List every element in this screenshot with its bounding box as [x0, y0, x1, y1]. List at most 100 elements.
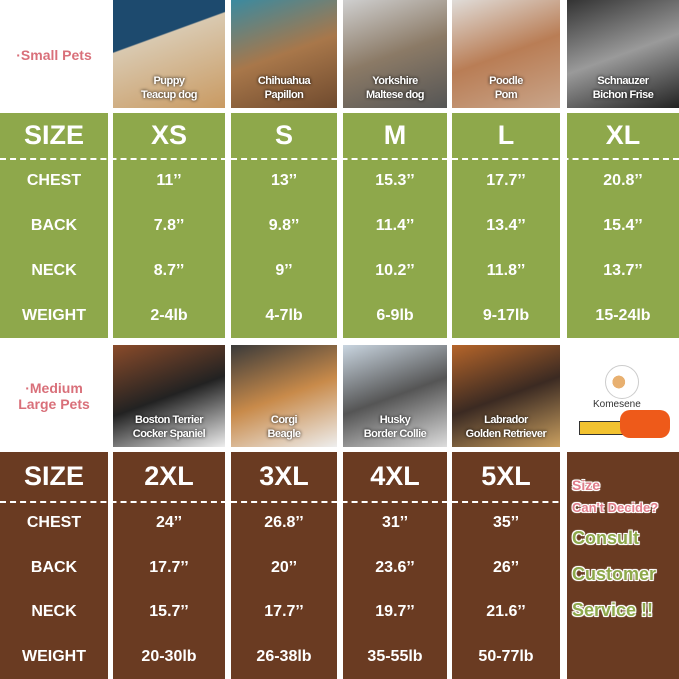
label-line: Large Pets	[18, 396, 90, 412]
measure-value: 20.8’’	[603, 171, 643, 189]
size-column: 4XL 31’’ 23.6’’ 19.7’’ 35-55lb	[343, 452, 447, 679]
breed-name: Chihuahua	[257, 75, 311, 87]
size-column: L 17.7’’ 13.4’’ 11.8’’ 9-17lb	[452, 113, 560, 338]
size-header: 3XL	[259, 461, 309, 491]
measure-value: 9.8’’	[268, 216, 300, 234]
measure-label: NECK	[31, 603, 77, 621]
measure-value: 13’’	[270, 171, 298, 189]
cta-text: Consult	[572, 528, 639, 548]
size-header: SIZE	[23, 461, 84, 491]
size-header: 2XL	[144, 461, 194, 491]
breed-name: Puppy	[153, 75, 185, 87]
size-header: SIZE	[23, 120, 84, 150]
breed-name: Schnauzer	[597, 75, 649, 87]
measure-label: WEIGHT	[22, 647, 86, 665]
size-column: 3XL 26.8’’ 20’’ 17.7’’ 26-38lb	[231, 452, 337, 679]
breed-name: Beagle	[267, 428, 301, 440]
breed-photo: Corgi Beagle	[231, 345, 337, 447]
measure-value: 9-17lb	[482, 306, 530, 324]
measuring-tape-icon	[579, 421, 624, 435]
measure-label: CHEST	[26, 171, 82, 189]
brand-logo: Komesene	[575, 365, 675, 445]
measure-value: 7.8’’	[153, 216, 185, 234]
measure-value: 6-9lb	[376, 306, 414, 324]
brand-name: Komesene	[593, 399, 641, 410]
breed-photo: Yorkshire Maltese dog	[343, 0, 447, 108]
measure-value: 20’’	[270, 558, 298, 576]
breed-name: Bichon Frise	[592, 89, 654, 101]
breed-name: Corgi	[270, 414, 298, 426]
small-pets-label: ·Small Pets	[16, 47, 92, 63]
breed-photo: Poodle Pom	[452, 0, 560, 108]
breed-photo: Puppy Teacup dog	[113, 0, 225, 108]
breed-name: Golden Retriever	[465, 428, 547, 440]
measure-value: 17.7’’	[486, 171, 526, 189]
measure-value: 21.6’’	[486, 603, 526, 621]
size-column: XS 11’’ 7.8’’ 8.7’’ 2-4lb	[113, 113, 225, 338]
breed-photo: Husky Border Collie	[343, 345, 447, 447]
measure-label: BACK	[30, 558, 78, 576]
dashed-divider	[0, 501, 679, 503]
breed-name: Teacup dog	[141, 89, 197, 101]
measure-value: 13.7’’	[603, 261, 643, 279]
size-header: L	[497, 120, 515, 150]
cta-text: Service !!	[572, 600, 654, 620]
measure-value: 26’’	[492, 558, 520, 576]
measure-value: 15.3’’	[375, 171, 415, 189]
tape-reel-icon	[620, 410, 670, 438]
breed-photo: Schnauzer Bichon Frise	[567, 0, 679, 108]
measure-value: 13.4’’	[486, 216, 526, 234]
size-column: 5XL 35’’ 26’’ 21.6’’ 50-77lb	[452, 452, 560, 679]
measure-value: 11’’	[156, 171, 182, 189]
measure-value: 20-30lb	[141, 647, 197, 665]
medium-pets-label: ·Medium Large Pets	[0, 345, 108, 447]
size-header: XS	[150, 120, 188, 150]
measure-value: 2-4lb	[150, 306, 188, 324]
measure-value: 4-7lb	[265, 306, 303, 324]
measure-value: 17.7’’	[264, 603, 304, 621]
breed-name: Papillon	[264, 89, 304, 101]
label-line: ·Medium	[25, 380, 83, 396]
measure-value: 11.8’’	[486, 261, 526, 279]
measure-value: 17.7’’	[149, 558, 189, 576]
cta-panel: Size Can't Decide? Consult Customer Service …	[567, 452, 679, 679]
size-header: S	[274, 120, 293, 150]
measure-value: 8.7’’	[153, 261, 185, 279]
breed-name: Yorkshire	[372, 75, 418, 87]
size-column: XL 20.8’’ 15.4’’ 13.7’’ 15-24lb	[567, 113, 679, 338]
breed-name: Cocker Spaniel	[132, 428, 206, 440]
measure-value: 50-77lb	[478, 647, 534, 665]
breed-photo: Labrador Golden Retriever	[452, 345, 560, 447]
measure-value: 15.4’’	[603, 216, 643, 234]
breed-name: Labrador	[484, 414, 528, 426]
breed-name: Border Collie	[363, 428, 427, 440]
breed-name: Maltese dog	[365, 89, 425, 101]
breed-name: Pom	[494, 89, 518, 101]
measure-value: 15.7’’	[149, 603, 189, 621]
size-header: XL	[605, 120, 641, 150]
measure-value: 11.4’’	[375, 216, 415, 234]
size-column: 2XL 24’’ 17.7’’ 15.7’’ 20-30lb	[113, 452, 225, 679]
measure-value: 9’’	[275, 261, 293, 279]
measure-label: WEIGHT	[22, 306, 86, 324]
breed-name: Husky	[379, 414, 411, 426]
measure-label: CHEST	[26, 514, 82, 532]
measure-value: 26-38lb	[256, 647, 312, 665]
measure-value: 15-24lb	[595, 306, 651, 324]
breed-photo: Chihuahua Papillon	[231, 0, 337, 108]
cta-text: Customer	[572, 564, 657, 584]
size-column: S 13’’ 9.8’’ 9’’ 4-7lb	[231, 113, 337, 338]
size-header: 4XL	[370, 461, 420, 491]
breed-name: Boston Terrier	[135, 414, 203, 426]
measure-value: 31’’	[381, 514, 409, 532]
size-column: M 15.3’’ 11.4’’ 10.2’’ 6-9lb	[343, 113, 447, 338]
measure-value: 26.8’’	[264, 514, 304, 532]
size-column: SIZE CHEST BACK NECK WEIGHT	[0, 113, 108, 338]
measure-value: 10.2’’	[375, 261, 415, 279]
cta-text: Size	[572, 477, 601, 493]
breed-name: Poodle	[489, 75, 523, 87]
measure-label: BACK	[30, 216, 78, 234]
dashed-divider	[0, 158, 679, 160]
measure-value: 35-55lb	[367, 647, 423, 665]
measure-value: 35’’	[492, 514, 520, 532]
